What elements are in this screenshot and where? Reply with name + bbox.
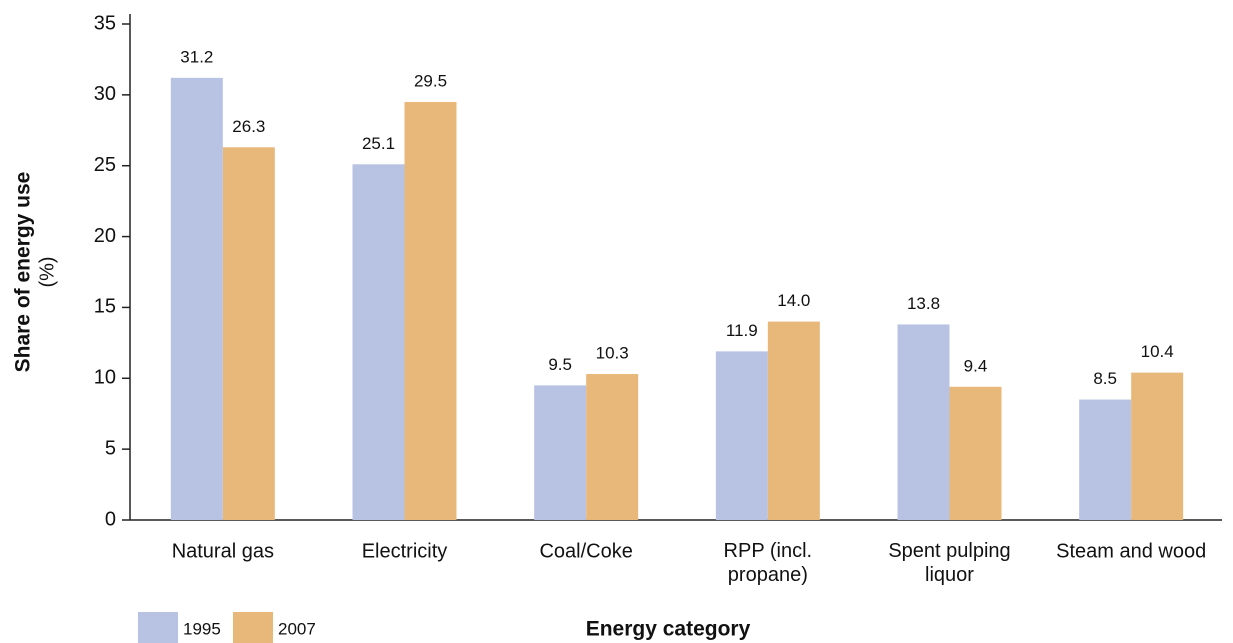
y-unit: (%): [36, 256, 58, 287]
value-label: 9.5: [548, 355, 572, 374]
bar: [1079, 399, 1132, 520]
legend-swatch: [233, 612, 273, 643]
x-tick-label: Steam and wood: [1056, 540, 1206, 562]
value-label: 29.5: [414, 71, 447, 90]
bar: [352, 164, 405, 520]
bar: [767, 321, 820, 520]
y-tick-label: 15: [94, 296, 116, 318]
value-label: 10.3: [596, 344, 629, 363]
bar: [534, 385, 587, 520]
bar: [222, 147, 275, 520]
value-label: 11.9: [726, 321, 758, 340]
value-label: 14.0: [777, 291, 810, 310]
x-label: Energy category: [586, 618, 751, 641]
bar: [586, 374, 639, 520]
value-label: 10.4: [1141, 342, 1174, 361]
legend-swatch: [138, 612, 178, 643]
value-label: 25.1: [362, 134, 395, 153]
y-tick-label: 35: [94, 12, 116, 34]
value-label: 9.4: [964, 356, 988, 375]
bar: [170, 77, 223, 520]
y-tick-label: 30: [94, 83, 116, 105]
y-tick-label: 20: [94, 225, 116, 247]
value-label: 26.3: [232, 117, 265, 136]
x-tick-label: Natural gas: [172, 540, 274, 562]
y-tick-label: 0: [105, 508, 116, 530]
y-label: Share of energy use: [12, 172, 35, 373]
legend-label: 1995: [183, 619, 221, 638]
legend-label: 2007: [278, 619, 316, 638]
value-label: 13.8: [907, 294, 940, 313]
x-tick-label: Coal/Coke: [539, 540, 632, 562]
y-tick-label: 10: [94, 367, 116, 389]
y-tick-label: 5: [105, 437, 116, 459]
value-label: 31.2: [180, 47, 213, 66]
x-tick-label: RPP (incl. propane): [724, 540, 813, 586]
bar: [1131, 372, 1184, 520]
bar: [949, 386, 1002, 520]
x-tick-label: Spent pulping liquor: [888, 540, 1010, 586]
y-tick-label: 25: [94, 154, 116, 176]
value-label: 8.5: [1093, 369, 1117, 388]
bar: [897, 324, 950, 520]
bar: [715, 351, 768, 520]
x-tick-label: Electricity: [362, 540, 448, 562]
y-axis-title: Share of energy use (%): [12, 172, 59, 373]
bar: [404, 101, 457, 520]
